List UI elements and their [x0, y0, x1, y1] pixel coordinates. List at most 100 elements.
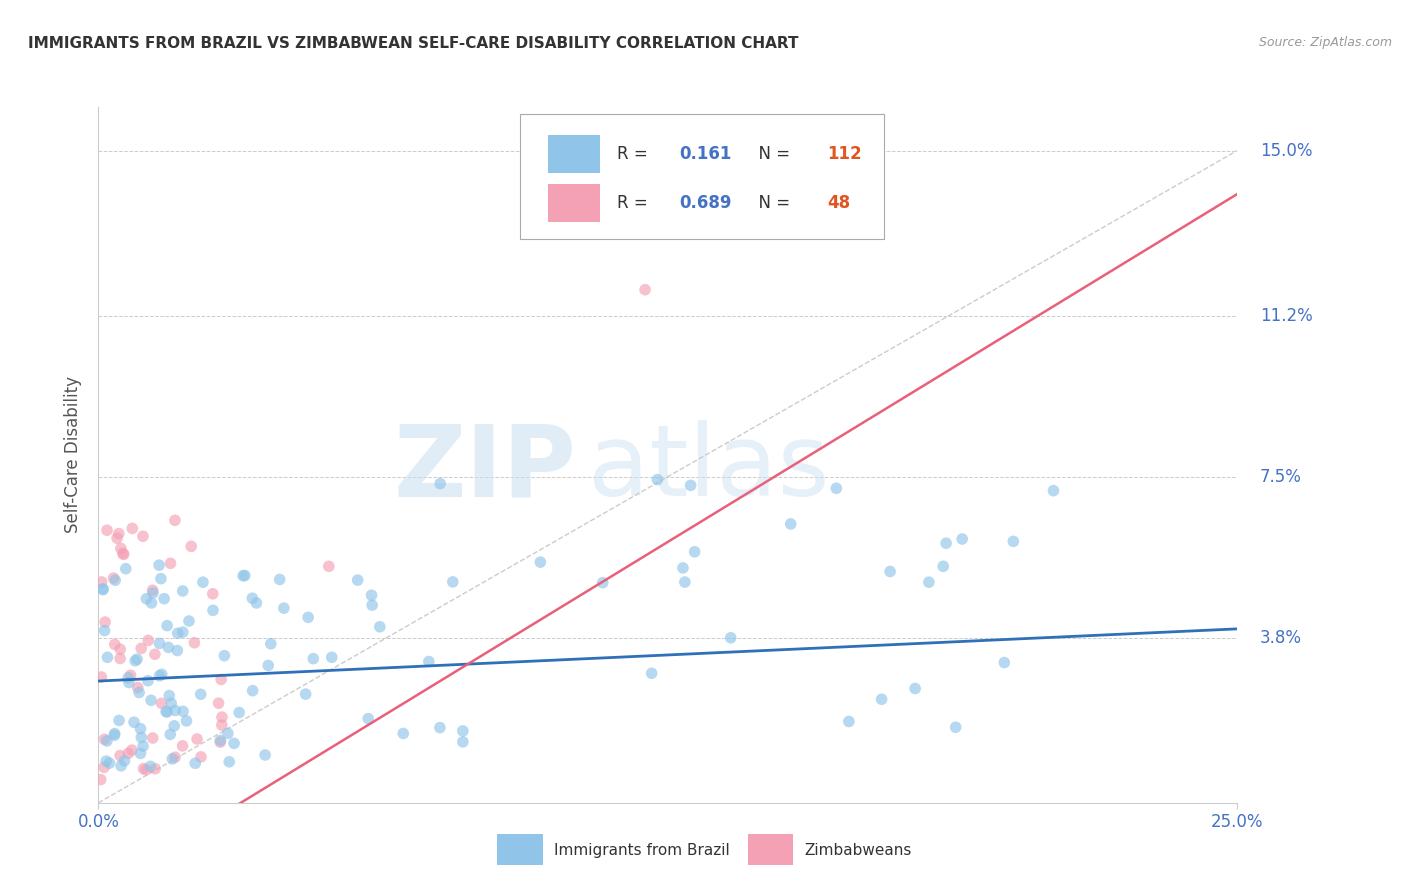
Point [392, 726, 415, 740]
Point [451, 723, 474, 738]
Point [451, 735, 474, 749]
Point [260, 637, 283, 651]
Point [127, 681, 149, 695]
Point [218, 755, 240, 769]
Point [108, 714, 131, 728]
Point [429, 476, 451, 491]
Point [157, 689, 180, 703]
Point [162, 752, 184, 766]
Point [93, 732, 115, 747]
Point [346, 573, 368, 587]
Point [294, 687, 316, 701]
Point [127, 652, 149, 666]
Point [157, 640, 180, 655]
Text: N =: N = [748, 145, 794, 163]
Point [209, 735, 232, 749]
Point [245, 596, 267, 610]
Point [441, 574, 464, 589]
Point [217, 726, 239, 740]
Point [132, 739, 155, 754]
Point [155, 705, 177, 719]
Point [160, 696, 183, 710]
Point [159, 557, 181, 571]
Point [104, 574, 127, 588]
Text: 7.5%: 7.5% [1260, 467, 1302, 485]
Point [129, 747, 152, 761]
Point [368, 620, 391, 634]
Text: N =: N = [748, 194, 794, 212]
Point [165, 703, 187, 717]
Point [124, 654, 146, 668]
Point [96, 523, 118, 537]
Point [135, 591, 157, 606]
Text: R =: R = [617, 145, 652, 163]
Point [166, 626, 188, 640]
Point [96, 734, 118, 748]
Point [156, 618, 179, 632]
Bar [548, 184, 599, 222]
Point [165, 750, 187, 764]
Point [672, 561, 695, 575]
Point [121, 743, 143, 757]
Text: Immigrants from Brazil: Immigrants from Brazil [554, 843, 730, 857]
Point [779, 516, 801, 531]
Point [107, 526, 129, 541]
Text: Source: ZipAtlas.com: Source: ZipAtlas.com [1258, 36, 1392, 49]
Point [103, 728, 125, 742]
Text: atlas: atlas [588, 420, 830, 517]
Point [118, 675, 141, 690]
Point [132, 529, 155, 543]
Point [111, 547, 134, 561]
Point [211, 718, 233, 732]
Point [870, 692, 893, 706]
Point [191, 575, 214, 590]
Point [183, 636, 205, 650]
Point [172, 739, 194, 753]
Text: 0.689: 0.689 [679, 194, 731, 212]
Bar [498, 834, 543, 865]
Point [163, 513, 186, 527]
Point [529, 555, 551, 569]
Point [177, 614, 200, 628]
Point [214, 648, 236, 663]
Point [302, 651, 325, 665]
Point [128, 685, 150, 699]
Point [94, 615, 117, 629]
Point [91, 582, 114, 596]
Point [114, 754, 136, 768]
Point [172, 704, 194, 718]
Point [136, 673, 159, 688]
Point [117, 671, 139, 685]
Point [172, 625, 194, 640]
Text: IMMIGRANTS FROM BRAZIL VS ZIMBABWEAN SELF-CARE DISABILITY CORRELATION CHART: IMMIGRANTS FROM BRAZIL VS ZIMBABWEAN SEL… [28, 36, 799, 51]
Point [98, 756, 121, 771]
Point [122, 715, 145, 730]
Point [93, 760, 115, 774]
Text: 11.2%: 11.2% [1260, 307, 1313, 325]
Point [932, 559, 955, 574]
Point [110, 759, 132, 773]
Text: 48: 48 [827, 194, 851, 212]
Point [184, 756, 207, 771]
Point [1042, 483, 1064, 498]
Point [150, 696, 173, 710]
Point [142, 731, 165, 745]
Point [935, 536, 957, 550]
Point [232, 568, 254, 582]
Point [96, 650, 118, 665]
Point [361, 598, 384, 612]
Point [142, 586, 165, 600]
Point [110, 541, 132, 556]
Point [156, 705, 179, 719]
Point [634, 283, 657, 297]
Point [201, 603, 224, 617]
Point [720, 631, 742, 645]
Point [592, 575, 614, 590]
Point [679, 478, 702, 492]
Point [149, 572, 172, 586]
Text: ZIP: ZIP [394, 420, 576, 517]
Point [104, 637, 127, 651]
Point [418, 655, 440, 669]
Point [273, 601, 295, 615]
Point [647, 473, 669, 487]
